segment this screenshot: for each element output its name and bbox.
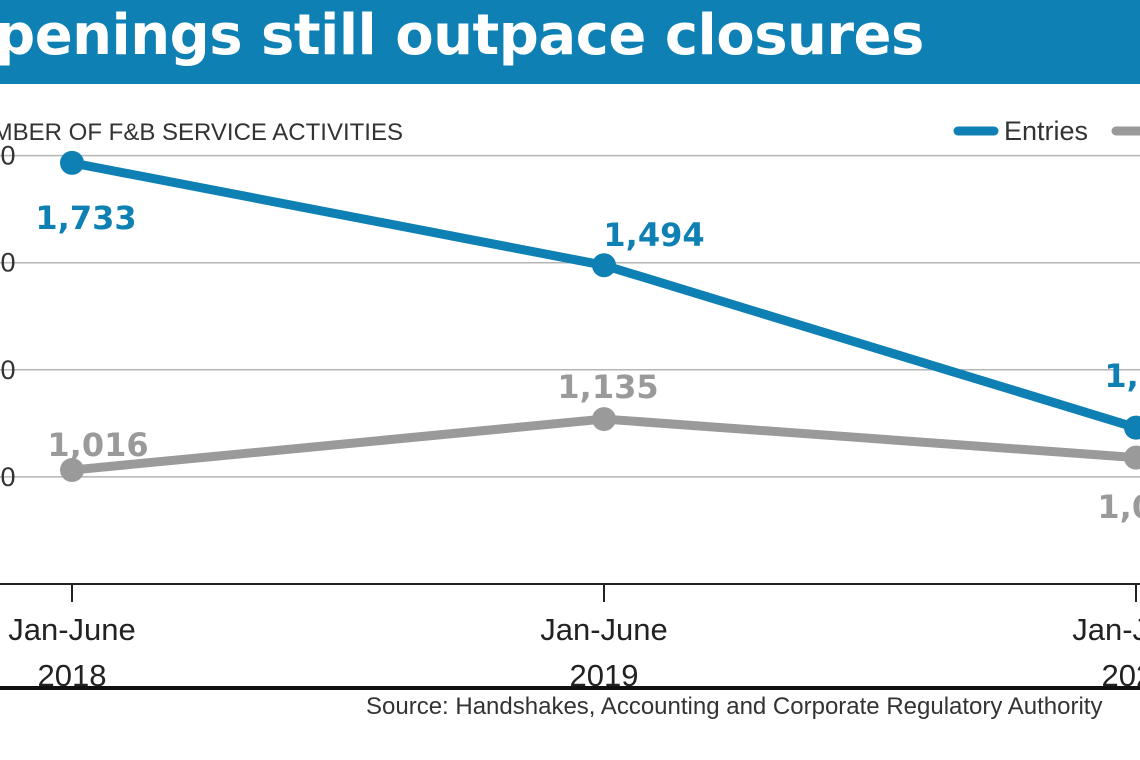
x-tick-label-period: Jan-June <box>540 612 668 647</box>
chart-title: Openings still outpace closures <box>0 3 924 68</box>
data-point-entries <box>60 150 84 175</box>
data-label-exits: 1,135 <box>557 368 658 406</box>
title-banner: Openings still outpace closures <box>0 0 1140 84</box>
data-label-exits: 1,016 <box>47 426 148 464</box>
data-label-entries: 1,494 <box>603 216 704 254</box>
x-tick-label-period: Jan-June <box>1072 612 1140 647</box>
data-label-entries: 1,115 <box>1104 357 1140 395</box>
data-point-entries <box>592 253 616 278</box>
x-tick-label-year: 2019 <box>570 658 639 690</box>
chart-subtitle: NUMBER OF F&B SERVICE ACTIVITIES <box>0 119 403 146</box>
y-tick-label: 1,500 <box>0 248 16 278</box>
data-point-entries <box>1124 415 1140 440</box>
data-point-exits <box>1124 445 1140 470</box>
data-point-exits <box>592 407 616 432</box>
legend-label-entries: Entries <box>1004 116 1088 146</box>
y-tick-label: 1,250 <box>0 355 16 385</box>
y-tick-label: 1,000 <box>0 462 16 492</box>
data-label-exits: 1,045 <box>1097 488 1140 526</box>
source-note: Source: Handshakes, Accounting and Corpo… <box>366 693 1103 720</box>
x-tick-label-period: Jan-June <box>8 612 136 647</box>
data-label-entries: 1,733 <box>35 199 136 237</box>
y-tick-label: 1,750 <box>0 141 16 171</box>
line-chart: 1,000 1,250 1,500 1,750 Jan-June 2018 Jan-Jun… <box>0 116 1140 690</box>
x-tick-label-year: 2018 <box>38 658 107 690</box>
x-tick-label-year: 2020 <box>1102 658 1140 690</box>
data-point-exits <box>60 458 84 483</box>
